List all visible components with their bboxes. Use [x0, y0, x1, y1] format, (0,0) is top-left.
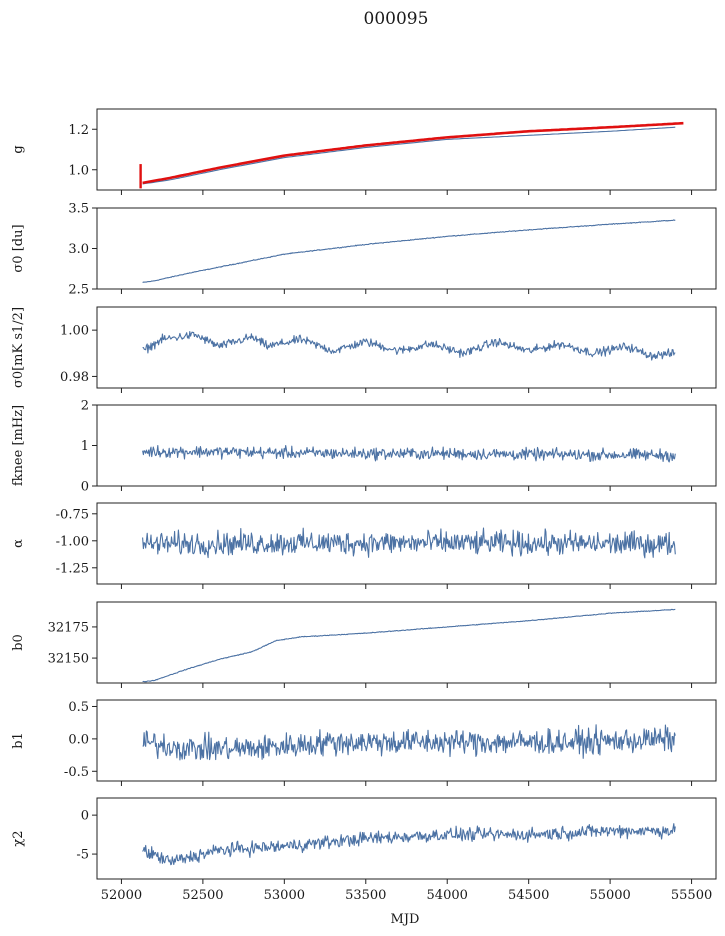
x-tick-label-1: 52500 [182, 888, 223, 903]
x-tick-label-6: 55000 [589, 888, 630, 903]
axes-root: 1.0 1.2 g 2.5 3.0 3.5 σ0 [du] 0.98 1.00 σ0[mK s1/… [11, 108, 717, 903]
panel-sigma0_mk: 0.98 1.00 σ0[mK s1/2] [11, 306, 717, 393]
x-tick-label-7: 55500 [671, 888, 712, 903]
panel-g: 1.0 1.2 g [11, 108, 717, 195]
y-tick-label-alpha-1: -1.00 [56, 534, 89, 549]
x-tick-label-5: 54500 [508, 888, 549, 903]
y-tick-label-sigma0_mk-1: 1.00 [60, 324, 89, 339]
axes-frame-alpha [96, 502, 717, 585]
y-tick-label-alpha-2: -0.75 [56, 507, 89, 522]
y-tick-label-chi2-1: 0 [81, 809, 89, 824]
y-tick-label-sigma0_mk-0: 0.98 [60, 370, 89, 385]
series-line-g-1 [142, 121, 684, 185]
series-line-fknee-0 [142, 444, 676, 463]
y-axis-label-alpha: α [11, 539, 26, 548]
axes-frame-fknee [96, 404, 717, 487]
y-tick-label-b0-1: 32175 [48, 620, 89, 635]
series-line-chi2-0 [142, 823, 676, 866]
panel-chi2: -5 0 52000 52500 53000 53500 54000 54500 55000 55… [11, 797, 717, 903]
y-tick-label-sigma0_du-1: 3.0 [68, 242, 89, 257]
panel-b1: -0.5 0.0 0.5 b1 [11, 699, 717, 786]
y-tick-label-sigma0_du-0: 2.5 [68, 283, 89, 298]
y-tick-label-b1-1: 0.0 [68, 732, 89, 747]
x-tick-label-3: 53500 [345, 888, 386, 903]
y-tick-label-fknee-2: 2 [81, 399, 89, 414]
y-tick-label-b0-0: 32150 [48, 652, 89, 667]
y-tick-label-g-0: 1.0 [68, 163, 89, 178]
panel-b0: 32150 32175 b0 [11, 601, 717, 688]
y-axis-label-fknee: fknee [mHz] [11, 405, 26, 486]
x-tick-label-2: 53000 [264, 888, 305, 903]
y-tick-label-g-1: 1.2 [68, 123, 89, 138]
axes-frame-g [96, 108, 717, 191]
y-tick-label-fknee-0: 0 [81, 480, 89, 495]
x-tick-label-4: 54000 [427, 888, 468, 903]
y-tick-label-fknee-1: 1 [81, 439, 89, 454]
y-axis-label-b1: b1 [11, 732, 26, 749]
series-line-sigma0_du-0 [142, 219, 676, 283]
y-axis-label-g: g [11, 145, 26, 153]
y-axis-label-chi2: χ2 [11, 830, 26, 846]
y-axis-label-sigma0_mk: σ0[mK s1/2] [11, 307, 26, 388]
series-line-b1-0 [142, 724, 676, 761]
panel-alpha: -1.25 -1.00 -0.75 α [11, 502, 717, 589]
axes-frame-b1 [96, 699, 717, 782]
figure-title: 000095 [364, 9, 429, 29]
y-tick-label-sigma0_du-2: 3.5 [68, 202, 89, 217]
axes-frame-b0 [96, 601, 717, 684]
panel-fknee: 0 1 2 fknee [mHz] [11, 399, 717, 495]
x-axis-label: MJD [391, 912, 420, 927]
y-tick-label-alpha-0: -1.25 [56, 561, 89, 576]
y-tick-label-b1-0: -0.5 [64, 765, 89, 780]
panel-sigma0_du: 2.5 3.0 3.5 σ0 [du] [11, 202, 717, 298]
y-tick-label-chi2-0: -5 [76, 848, 89, 863]
y-tick-label-b1-2: 0.5 [68, 700, 89, 715]
series-line-g-0 [142, 126, 676, 185]
x-tick-label-0: 52000 [101, 888, 142, 903]
axes-frame-sigma0_mk [96, 306, 717, 389]
series-line-alpha-0 [142, 527, 676, 559]
series-line-sigma0_mk-0 [142, 331, 676, 361]
axes-frame-chi2 [96, 797, 717, 880]
y-axis-label-sigma0_du: σ0 [du] [11, 224, 26, 272]
y-axis-label-b0: b0 [11, 634, 26, 651]
series-line-b0-0 [142, 608, 676, 683]
axes-frame-sigma0_du [96, 207, 717, 290]
